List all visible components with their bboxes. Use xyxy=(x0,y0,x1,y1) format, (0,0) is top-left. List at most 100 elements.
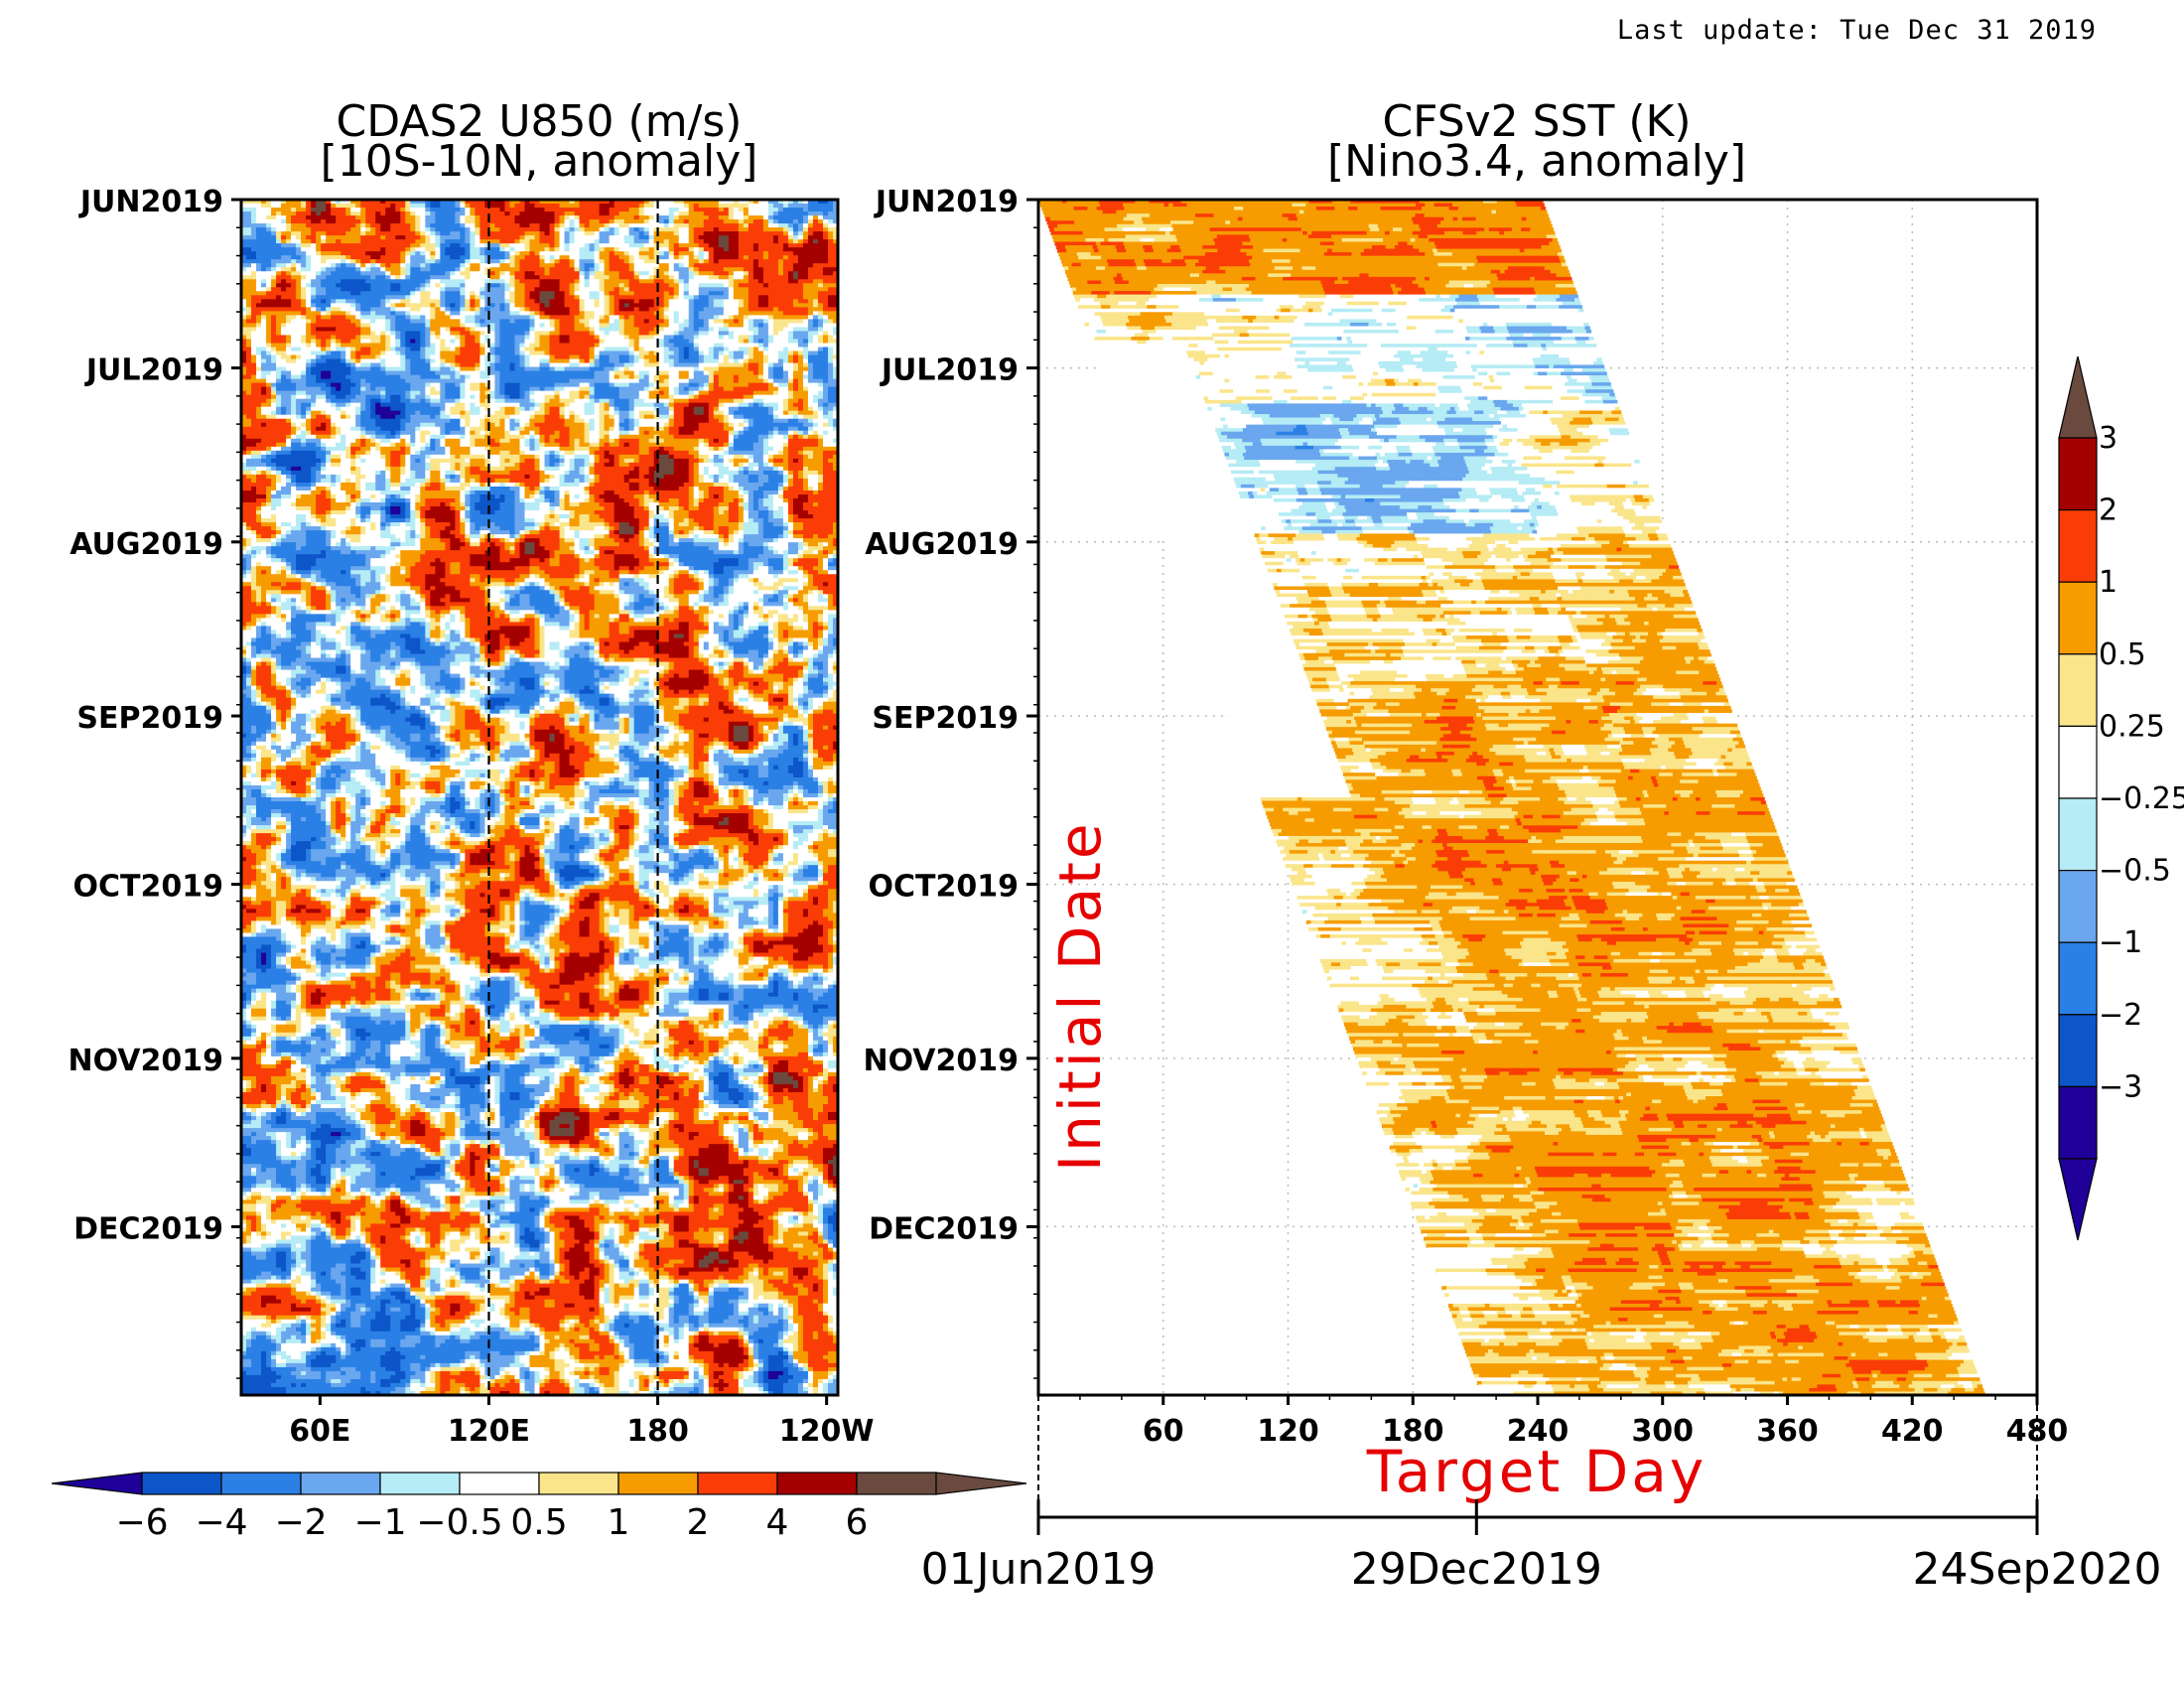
u850-cell xyxy=(595,259,601,264)
u850-cell xyxy=(291,247,297,252)
u850-cell xyxy=(271,343,277,348)
u850-cell xyxy=(301,239,307,244)
u850-cell xyxy=(768,259,774,264)
u850-cell xyxy=(699,331,705,336)
u850-cell xyxy=(664,307,670,312)
u850-cell xyxy=(768,215,774,220)
u850-cell xyxy=(768,239,774,244)
u850-cell xyxy=(540,227,546,232)
u850-cell xyxy=(316,227,322,232)
u850-cell xyxy=(649,219,655,224)
u850-cell xyxy=(694,211,700,216)
u850-cell xyxy=(674,227,680,232)
u850-cell xyxy=(664,263,670,268)
u850-cell xyxy=(499,331,505,336)
u850-cell xyxy=(360,211,366,216)
u850-cell xyxy=(644,231,650,236)
u850-cell xyxy=(509,231,515,236)
u850-cell xyxy=(739,275,745,280)
u850-cell xyxy=(773,352,779,356)
u850-cell xyxy=(331,211,337,216)
u850-cell xyxy=(341,208,346,212)
u850-cell xyxy=(395,287,401,292)
u850-cell xyxy=(659,215,665,220)
u850-cell xyxy=(331,271,337,276)
u850-cell xyxy=(519,347,525,352)
u850-cell xyxy=(545,231,551,236)
u850-cell xyxy=(266,204,272,209)
u850-cell xyxy=(410,303,416,308)
u850-cell xyxy=(575,335,581,340)
u850-cell xyxy=(540,295,546,300)
u850-cell xyxy=(560,267,566,272)
u850-cell xyxy=(425,219,431,224)
u850-cell xyxy=(455,235,461,240)
u850-cell xyxy=(629,259,635,264)
u850-cell xyxy=(395,327,401,332)
u850-cell xyxy=(410,295,416,300)
u850-cell xyxy=(450,363,456,368)
u850-cell xyxy=(479,283,485,288)
u850-cell xyxy=(555,267,561,272)
u850-cell xyxy=(600,263,606,268)
u850-cell xyxy=(823,323,829,328)
u850-cell xyxy=(788,235,794,240)
u850-cell xyxy=(336,283,341,288)
u850-cell xyxy=(550,263,556,268)
u850-cell xyxy=(605,243,611,248)
u850-cell xyxy=(355,255,361,260)
u850-cell xyxy=(519,263,525,268)
u850-cell xyxy=(605,352,611,356)
u850-cell xyxy=(624,287,630,292)
u850-cell xyxy=(529,291,535,296)
u850-cell xyxy=(425,263,431,268)
u850-cell xyxy=(395,311,401,316)
u850-cell xyxy=(306,339,312,344)
u850-cell xyxy=(341,295,346,300)
u850-cell xyxy=(345,343,351,348)
u850-cell xyxy=(410,259,416,264)
u850-cell xyxy=(823,335,829,340)
u850-cell xyxy=(684,275,690,280)
u850-cell xyxy=(704,204,710,209)
u850-cell xyxy=(261,347,267,352)
u850-cell xyxy=(699,219,705,224)
u850-cell xyxy=(619,259,625,264)
u850-cell xyxy=(699,239,705,244)
u850-cell xyxy=(793,215,799,220)
u850-cell xyxy=(595,352,601,356)
u850-cell xyxy=(455,275,461,280)
u850-cell xyxy=(266,323,272,328)
u850-cell xyxy=(828,335,834,340)
u850-cell xyxy=(341,323,346,328)
u850-cell xyxy=(699,323,705,328)
u850-cell xyxy=(704,279,710,284)
u850-cell xyxy=(261,363,267,368)
u850-cell xyxy=(390,323,396,328)
u850-cell xyxy=(729,287,735,292)
u850-cell xyxy=(286,323,292,328)
u850-cell xyxy=(256,208,262,212)
u850-cell xyxy=(425,331,431,336)
u850-cell xyxy=(808,239,814,244)
u850-cell xyxy=(788,347,794,352)
u850-cell xyxy=(674,263,680,268)
u850-cell xyxy=(296,347,302,352)
u850-cell xyxy=(450,208,456,212)
u850-cell xyxy=(768,352,774,356)
u850-cell xyxy=(813,339,819,344)
u850-cell xyxy=(499,283,505,288)
u850-cell xyxy=(276,255,282,260)
u850-cell xyxy=(430,319,436,324)
u850-cell xyxy=(818,267,824,272)
u850-cell xyxy=(753,211,759,216)
u850-cell xyxy=(306,287,312,292)
u850-cell xyxy=(545,239,551,244)
u850-cell xyxy=(828,259,834,264)
u850-cell xyxy=(470,327,476,332)
u850-cell xyxy=(475,343,480,348)
u850-cell xyxy=(276,352,282,356)
u850-cell xyxy=(714,211,720,216)
u850-cell xyxy=(778,263,784,268)
u850-cell xyxy=(341,283,346,288)
